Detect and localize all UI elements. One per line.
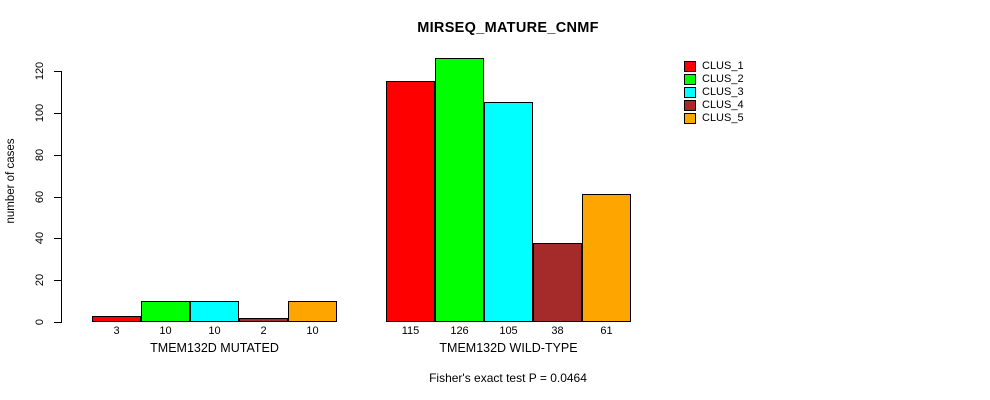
legend-item: CLUS_1 — [684, 61, 744, 72]
bar-value-label: 115 — [401, 325, 420, 337]
bar-value-label: 10 — [306, 325, 319, 337]
chart-title: MIRSEQ_MATURE_CNMF — [417, 20, 599, 36]
legend-swatch — [684, 74, 696, 85]
y-tick-label: 20 — [34, 273, 46, 287]
y-tick — [54, 238, 61, 239]
y-tick — [54, 113, 61, 114]
y-axis — [61, 71, 62, 323]
bar-value-label: 3 — [113, 325, 120, 337]
y-tick — [54, 322, 61, 323]
bar — [582, 194, 631, 322]
y-tick — [54, 197, 61, 198]
legend-item: CLUS_5 — [684, 113, 744, 124]
bar — [386, 81, 435, 322]
legend-label: CLUS_5 — [702, 112, 744, 124]
legend-label: CLUS_4 — [702, 99, 744, 111]
legend-item: CLUS_4 — [684, 100, 744, 111]
legend-item: CLUS_2 — [684, 74, 744, 85]
group-label: TMEM132D WILD-TYPE — [439, 341, 578, 355]
legend: CLUS_1 CLUS_2 CLUS_3 CLUS_4 CLUS_5 — [684, 61, 744, 126]
y-axis-label: number of cases — [5, 138, 17, 224]
bar-value-label: 61 — [600, 325, 613, 337]
group-label: TMEM132D MUTATED — [150, 341, 279, 355]
bar-value-label: 2 — [260, 325, 267, 337]
y-tick-label: 120 — [34, 61, 46, 81]
bar-value-label: 38 — [551, 325, 564, 337]
bar-value-label: 10 — [208, 325, 221, 337]
y-tick — [54, 280, 61, 281]
y-tick-label: 40 — [34, 231, 46, 245]
bar — [288, 301, 337, 322]
bar-value-label: 10 — [159, 325, 172, 337]
bar — [92, 316, 141, 322]
legend-label: CLUS_3 — [702, 86, 744, 98]
y-tick — [54, 155, 61, 156]
caption: Fisher's exact test P = 0.0464 — [429, 371, 587, 385]
bar-value-label: 105 — [499, 325, 518, 337]
legend-swatch — [684, 87, 696, 98]
bar — [141, 301, 190, 322]
legend-item: CLUS_3 — [684, 87, 744, 98]
legend-label: CLUS_1 — [702, 60, 744, 72]
bar — [484, 102, 533, 322]
y-tick-label: 100 — [34, 103, 46, 123]
y-tick-label: 0 — [34, 318, 46, 326]
bar — [239, 318, 288, 322]
bar-value-label: 126 — [450, 325, 469, 337]
legend-swatch — [684, 61, 696, 72]
bar — [533, 243, 582, 322]
legend-label: CLUS_2 — [702, 73, 744, 85]
y-tick-label: 60 — [34, 190, 46, 204]
legend-swatch — [684, 100, 696, 111]
bar — [190, 301, 239, 322]
bar — [435, 58, 484, 322]
y-tick — [54, 71, 61, 72]
legend-swatch — [684, 113, 696, 124]
y-tick-label: 80 — [34, 148, 46, 162]
